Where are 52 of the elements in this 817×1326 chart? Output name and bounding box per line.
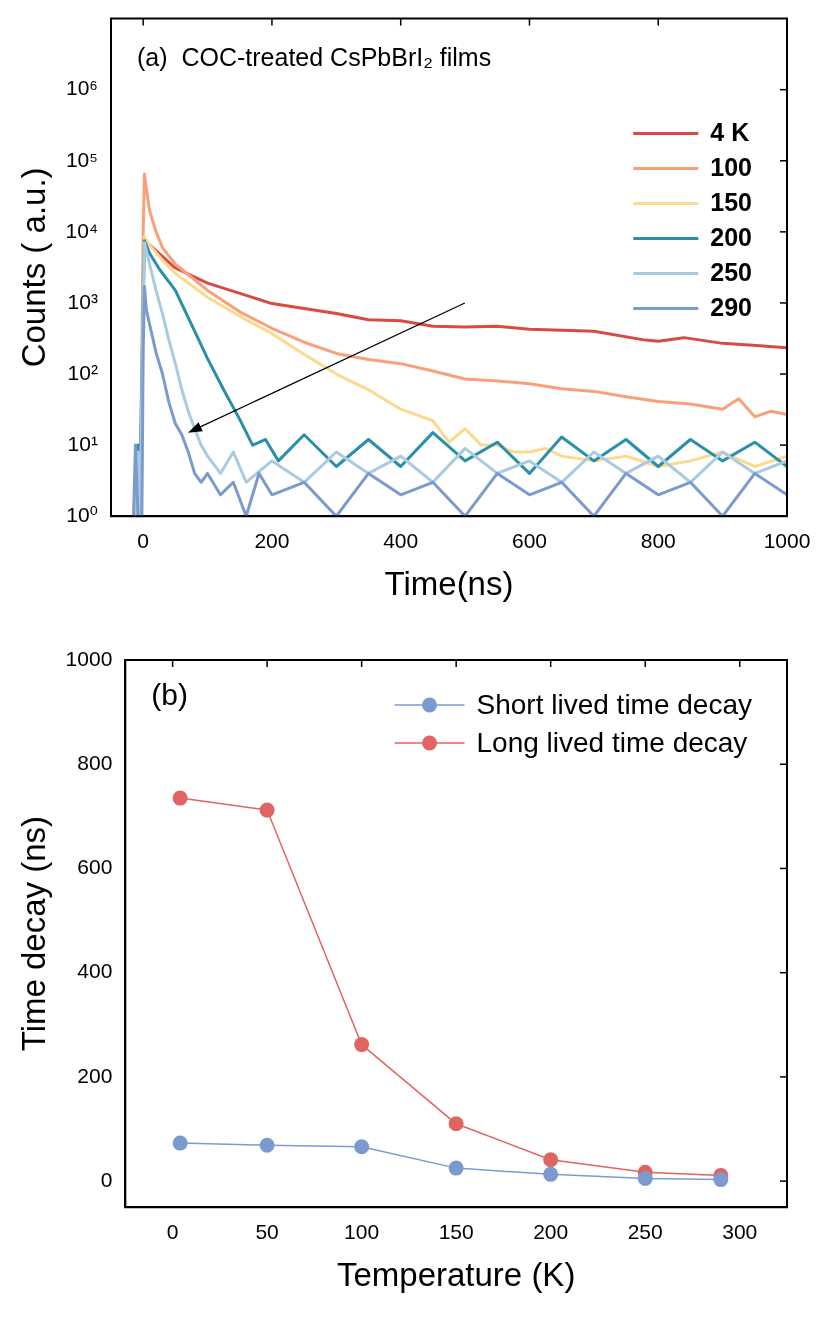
x-tick-label: 100 (344, 1219, 380, 1243)
y-tick-label: 600 (77, 855, 113, 879)
legend-label: 250 (710, 258, 753, 287)
y-axis-title: Time decay (ns) (14, 815, 52, 1052)
y-tick-label: 10² (67, 360, 98, 384)
point (637, 1171, 653, 1187)
point (172, 1135, 188, 1151)
x-tick-label: 0 (137, 528, 150, 552)
y-tick-label: 800 (77, 751, 113, 775)
x-tick-label: 1000 (763, 528, 811, 552)
point (259, 802, 275, 818)
y-tick-label: 200 (77, 1063, 113, 1087)
y-tick-label: 400 (77, 959, 113, 983)
legend-label: Long lived time decay (476, 726, 748, 758)
y-tick-label: 10⁴ (65, 218, 98, 242)
legend-label: 150 (710, 188, 753, 217)
x-tick-label: 400 (383, 528, 419, 552)
x-tick-label: 300 (722, 1219, 758, 1243)
x-tick-label: 600 (511, 528, 547, 552)
legend-label: 4 K (710, 118, 750, 147)
x-axis-title: Time(ns) (384, 565, 514, 603)
y-tick-label: 0 (100, 1167, 113, 1191)
x-tick-label: 50 (255, 1219, 279, 1243)
y-tick-label: 10⁰ (66, 503, 98, 526)
point (448, 1160, 464, 1176)
y-tick-label: 10³ (67, 289, 98, 313)
point (448, 1116, 464, 1132)
x-tick-label: 200 (533, 1219, 569, 1243)
annotation: (a) COC-treated CsPbBrI₂ films (136, 42, 492, 71)
point (259, 1137, 275, 1153)
x-tick-label: 150 (438, 1219, 474, 1243)
x-tick-label: 250 (627, 1219, 663, 1243)
x-axis-title: Temperature (K) (336, 1256, 576, 1294)
y-tick-label: 10¹ (67, 431, 98, 455)
point (543, 1166, 559, 1182)
y-tick-label: 10⁵ (65, 147, 98, 171)
point (172, 790, 188, 806)
y-tick-label: 10⁶ (65, 76, 98, 100)
x-tick-label: 200 (254, 528, 290, 552)
legend-label: Short lived time decay (476, 688, 753, 720)
point (354, 1037, 370, 1053)
x-tick-label: 0 (166, 1219, 179, 1243)
legend-label: 290 (710, 293, 753, 322)
point (543, 1152, 559, 1168)
legend-label: 200 (710, 223, 753, 252)
x-tick-label: 800 (640, 528, 676, 552)
y-axis-title: Counts ( a.u.) (14, 167, 52, 368)
point (354, 1139, 370, 1155)
y-tick-label: 1000 (65, 646, 113, 670)
annotation: (b) (151, 678, 188, 712)
point (713, 1172, 729, 1188)
legend-label: 100 (710, 153, 753, 182)
